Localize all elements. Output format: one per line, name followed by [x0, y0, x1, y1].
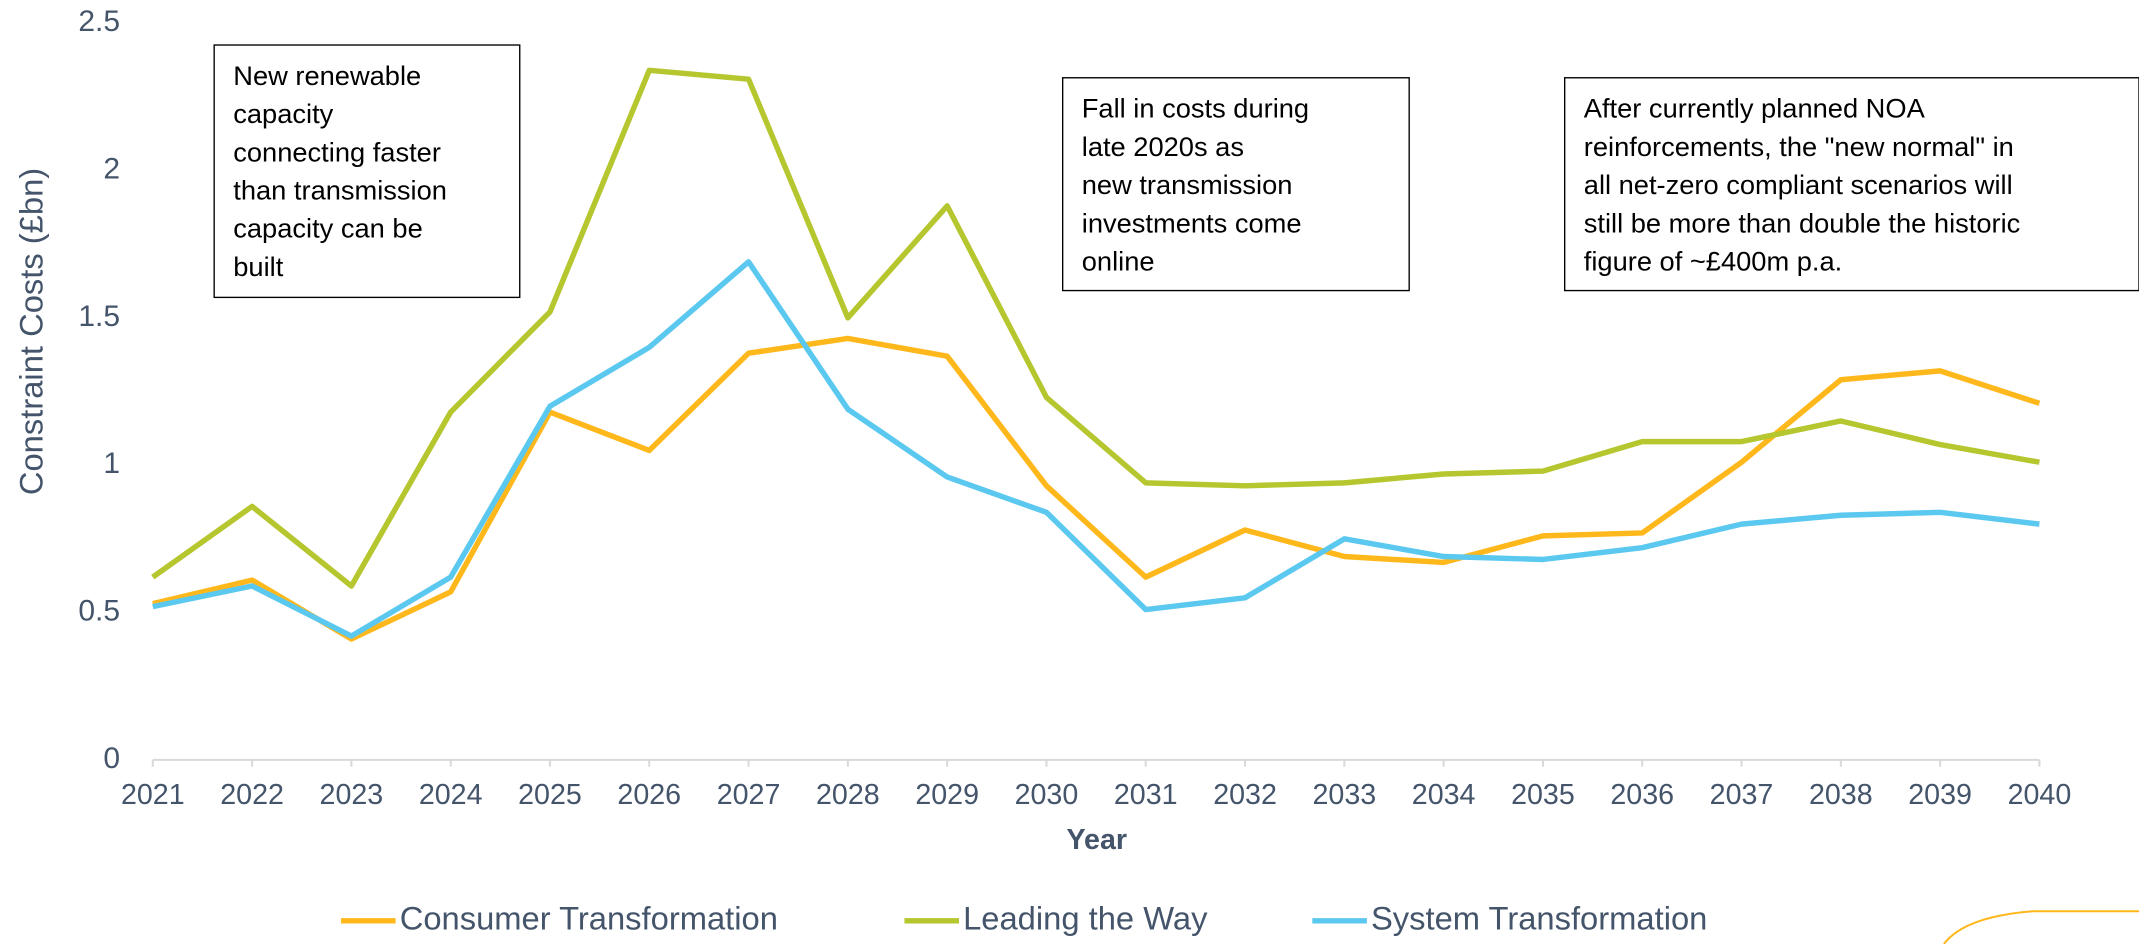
x-tick-label: 2034	[1412, 779, 1476, 811]
series-line	[152, 335, 2041, 642]
annotation-text: still be more than double the historic	[1584, 207, 2021, 238]
y-tick-label: 0.5	[78, 594, 120, 627]
series-line	[151, 67, 2040, 589]
annotation-text: than transmission	[233, 175, 447, 206]
x-tick-label: 2023	[320, 779, 384, 811]
annotation-text: capacity can be	[233, 213, 422, 244]
x-tick-label: 2039	[1908, 779, 1972, 811]
annotation-text: late 2020s as	[1082, 131, 1244, 162]
x-tick-label: 2022	[220, 779, 284, 811]
legend-label: System Transformation	[1371, 899, 1707, 936]
x-tick-label: 2021	[121, 779, 185, 811]
y-tick-label: 2.5	[78, 5, 120, 38]
x-tick-label: 2037	[1710, 779, 1774, 811]
x-tick-label: 2036	[1610, 779, 1674, 811]
annotation-text: investments come	[1082, 207, 1302, 238]
x-tick-label: 2038	[1809, 779, 1873, 811]
y-tick-label: 0	[103, 742, 120, 775]
annotation-text: reinforcements, the "new normal" in	[1584, 131, 2014, 162]
annotation-text: connecting faster	[233, 136, 441, 167]
annotation-text: all net-zero compliant scenarios will	[1584, 169, 2013, 200]
annotation-text: capacity	[233, 98, 333, 129]
legend-label: Consumer Transformation	[400, 899, 778, 936]
y-tick-label: 1	[103, 447, 120, 480]
x-tick-label: 2031	[1114, 779, 1178, 811]
x-tick-label: 2033	[1312, 779, 1376, 811]
annotation-box	[213, 44, 521, 299]
annotation-box	[1061, 77, 1410, 292]
series-line	[152, 259, 2040, 639]
x-tick-label: 2032	[1213, 779, 1277, 811]
annotation-text: New renewable	[233, 60, 421, 91]
x-tick-label: 2029	[915, 779, 979, 811]
legend-label: Leading the Way	[963, 899, 1208, 936]
x-axis-title: Year	[1067, 824, 1128, 856]
y-tick-label: 2	[103, 152, 120, 185]
x-tick-label: 2025	[518, 779, 582, 811]
annotation-text: After currently planned NOA	[1584, 93, 1926, 124]
x-tick-label: 2030	[1015, 779, 1079, 811]
x-tick-label: 2026	[617, 779, 681, 811]
x-tick-label: 2024	[419, 779, 483, 811]
x-tick-label: 2027	[717, 779, 781, 811]
x-tick-label: 2035	[1511, 779, 1575, 811]
annotation-text: built	[233, 251, 283, 282]
annotation-box	[1564, 77, 2139, 292]
annotation-text: new transmission	[1082, 169, 1293, 200]
decoration	[1943, 910, 2139, 944]
x-tick-label: 2040	[2008, 779, 2072, 811]
x-tick-label: 2028	[816, 779, 880, 811]
annotation-text: figure of ~£400m p.a.	[1584, 245, 1842, 276]
y-axis-title: Constraint Costs (£bn)	[13, 168, 50, 495]
annotation-text: online	[1082, 245, 1155, 276]
y-tick-label: 1.5	[78, 300, 120, 333]
annotation-text: Fall in costs during	[1082, 93, 1309, 124]
